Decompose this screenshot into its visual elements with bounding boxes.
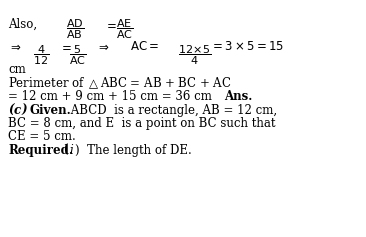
Text: CE = 5 cm.: CE = 5 cm.	[8, 130, 76, 143]
Text: Perimeter of $\triangle$ABC = AB + BC + AC: Perimeter of $\triangle$ABC = AB + BC + …	[8, 75, 232, 91]
Text: ): )	[21, 104, 26, 117]
Text: ABCD  is a rectangle, AB = 12 cm,: ABCD is a rectangle, AB = 12 cm,	[67, 104, 277, 117]
Text: = 12 cm + 9 cm + 15 cm = 36 cm: = 12 cm + 9 cm + 15 cm = 36 cm	[8, 90, 216, 103]
Text: $\mathrm{AC} =$: $\mathrm{AC} =$	[130, 40, 159, 53]
Text: $\dfrac{12\!\times\!5}{4}$: $\dfrac{12\!\times\!5}{4}$	[178, 43, 211, 67]
Text: cm: cm	[8, 63, 26, 76]
Text: Also,: Also,	[8, 18, 37, 31]
Text: (: (	[8, 104, 14, 117]
Text: $\dfrac{\mathrm{AE}}{\mathrm{AC}}$: $\dfrac{\mathrm{AE}}{\mathrm{AC}}$	[116, 17, 133, 41]
Text: BC = 8 cm, and E  is a point on BC such that: BC = 8 cm, and E is a point on BC such t…	[8, 117, 276, 130]
Text: $\Rightarrow$: $\Rightarrow$	[96, 40, 109, 53]
Text: $= 3 \times 5 = 15$: $= 3 \times 5 = 15$	[210, 40, 284, 53]
Text: i: i	[69, 144, 73, 157]
Text: Ans.: Ans.	[224, 90, 253, 103]
Text: $\dfrac{4}{12}$: $\dfrac{4}{12}$	[33, 43, 49, 67]
Text: $\dfrac{\mathrm{AD}}{\mathrm{AB}}$: $\dfrac{\mathrm{AD}}{\mathrm{AB}}$	[66, 17, 84, 41]
Text: $=$: $=$	[104, 18, 117, 31]
Text: Required.: Required.	[8, 144, 73, 157]
Text: (: (	[63, 144, 68, 157]
Text: c: c	[14, 104, 21, 117]
Text: $=$: $=$	[59, 40, 72, 53]
Text: $\Rightarrow$: $\Rightarrow$	[8, 40, 22, 53]
Text: $\dfrac{5}{\mathrm{AC}}$: $\dfrac{5}{\mathrm{AC}}$	[69, 43, 86, 67]
Text: )  The length of DE.: ) The length of DE.	[75, 144, 192, 157]
Text: Given.: Given.	[29, 104, 71, 117]
